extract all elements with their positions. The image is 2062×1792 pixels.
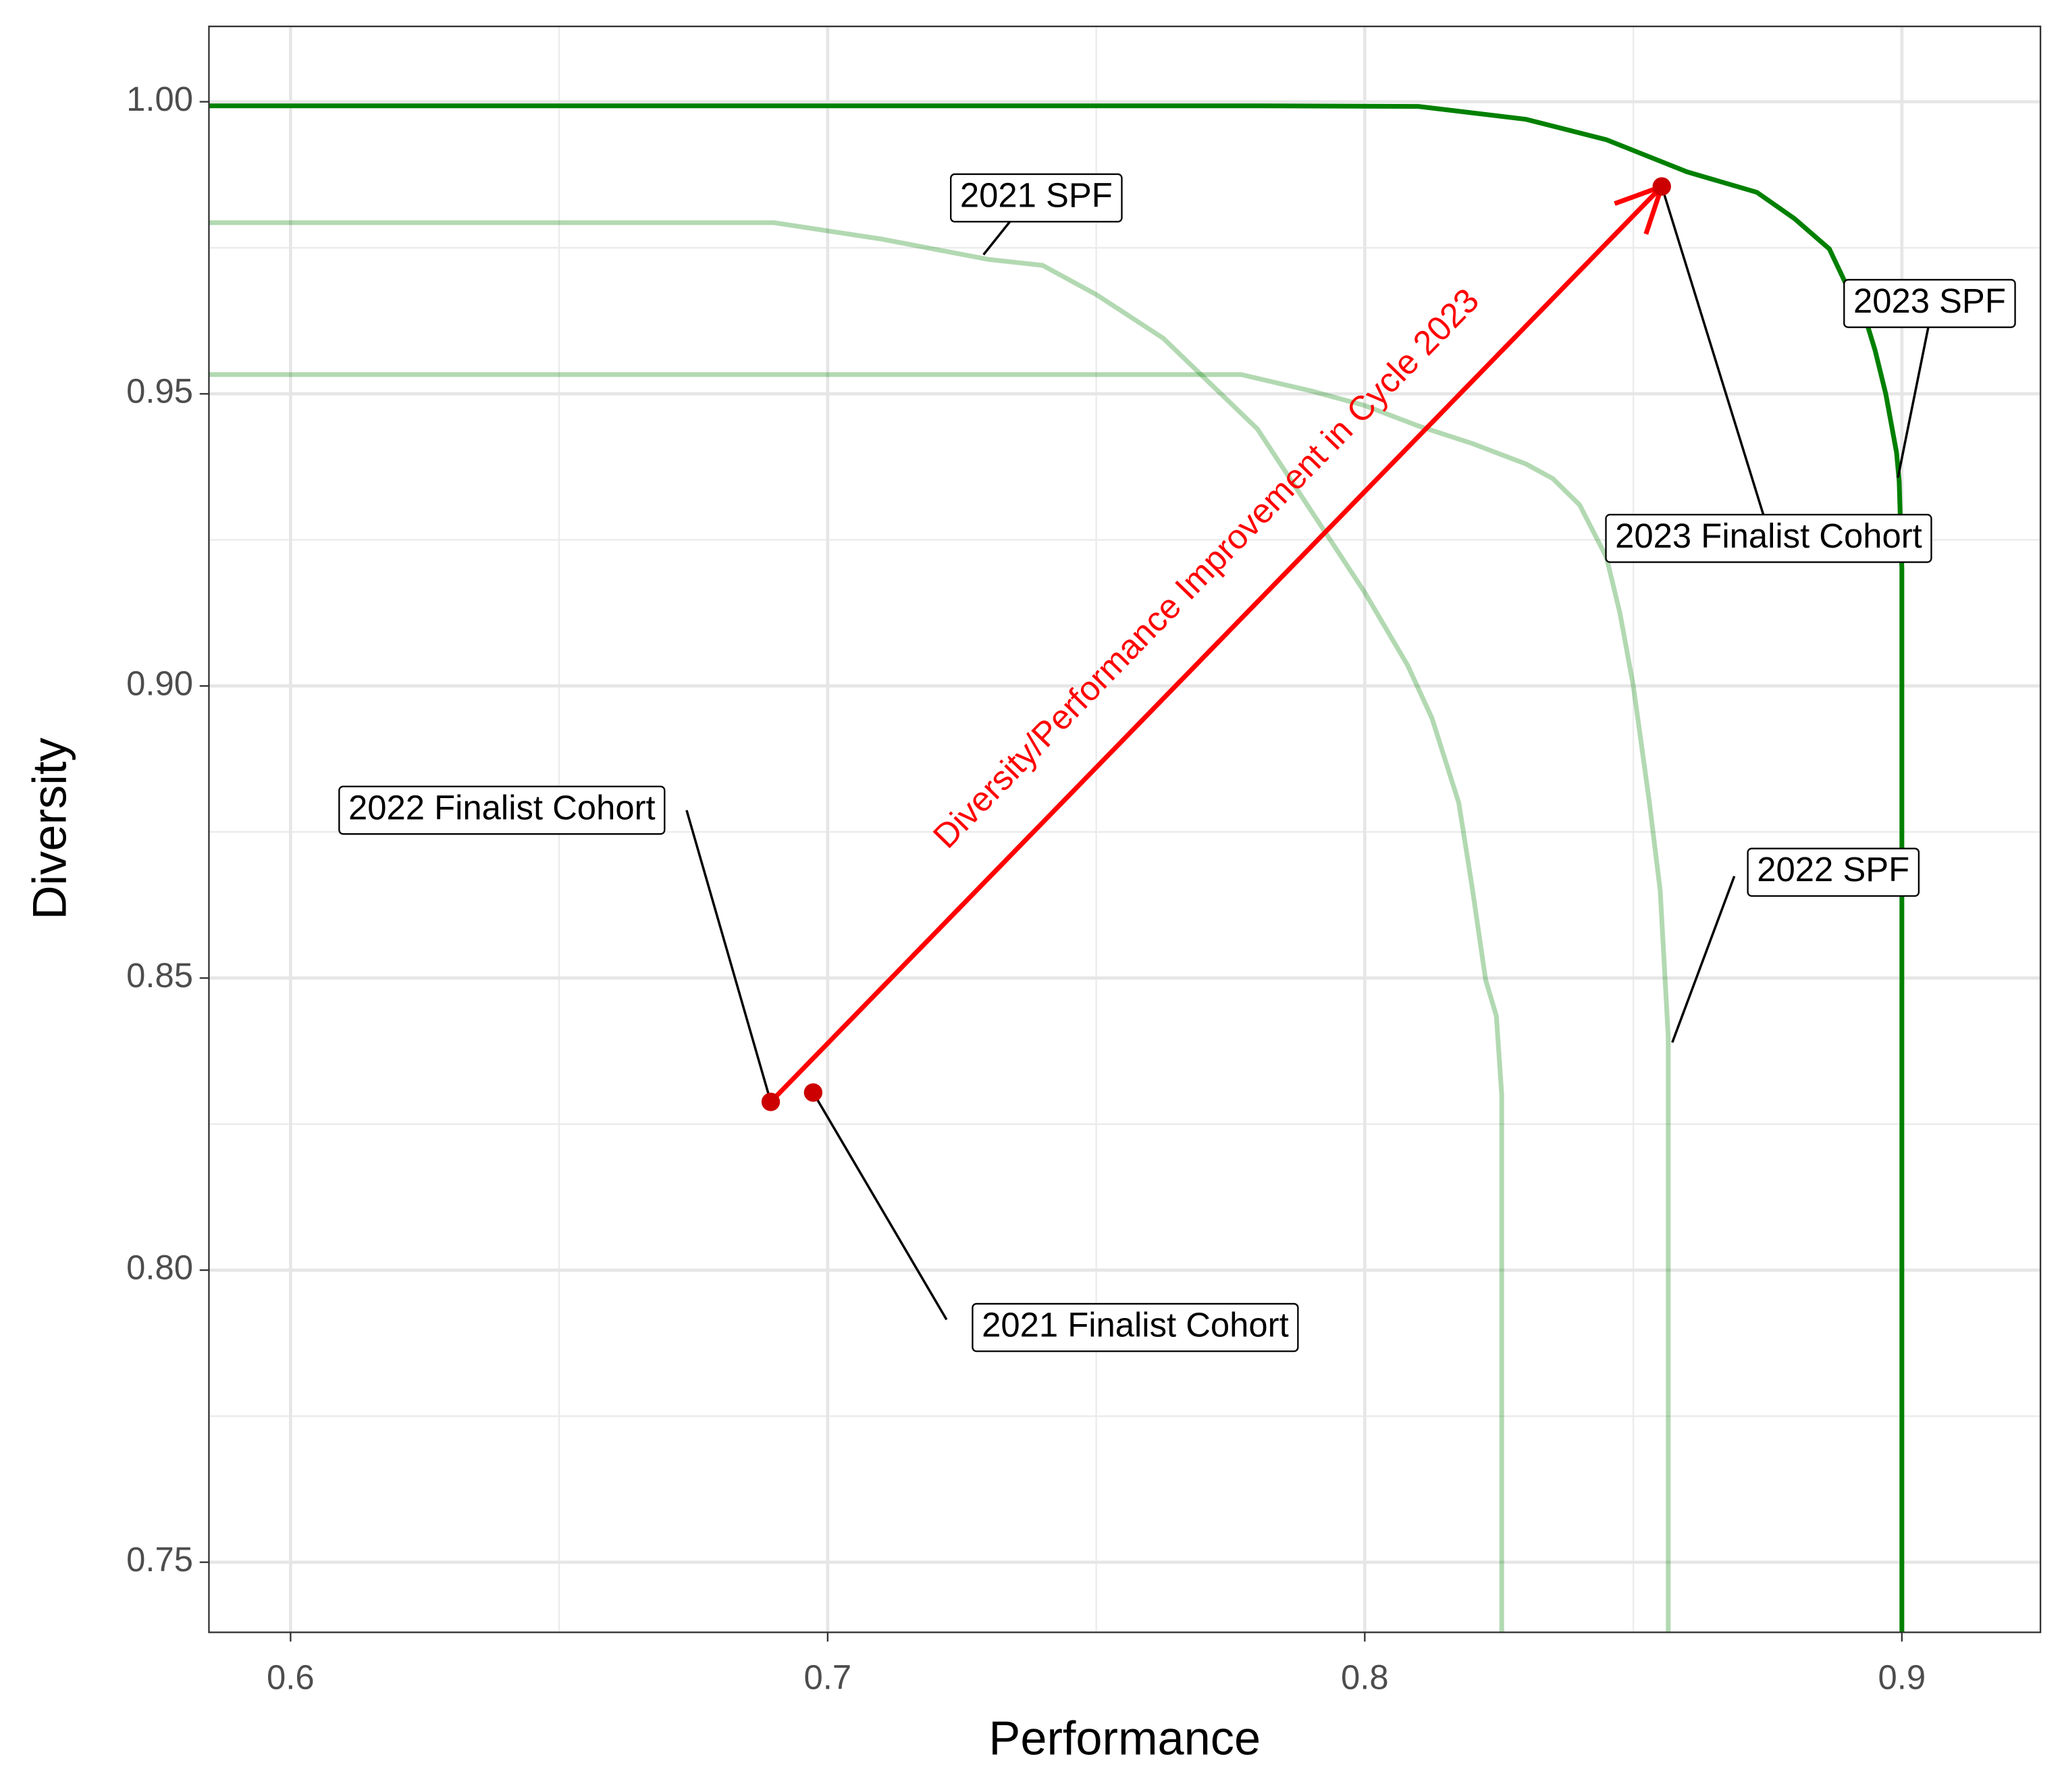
frontier-line	[209, 220, 1504, 1633]
y-tick-label: 0.75	[126, 1540, 193, 1579]
cohort-point	[761, 1092, 781, 1111]
leader-line	[982, 221, 1011, 256]
leader-line	[812, 1092, 948, 1321]
x-axis-title: Performance	[988, 1711, 1261, 1764]
label-box	[338, 785, 666, 835]
grid	[209, 26, 2041, 1633]
label-text: 2021 SPF	[960, 176, 1113, 215]
leader-line	[685, 810, 772, 1103]
x-tick-label: 0.9	[1878, 1658, 1926, 1696]
label-box	[1843, 279, 2016, 328]
leader-line	[1671, 876, 1736, 1043]
label-text: 2023 Finalist Cohort	[1615, 517, 1922, 555]
y-tick-label: 1.00	[126, 80, 193, 118]
label-text: 2022 SPF	[1757, 850, 1909, 889]
axes: 0.6 0.7 0.8 0.9 0.75 0.80 0.85 0.90 0.95 1.00	[126, 80, 1926, 1696]
y-tick-label: 0.95	[126, 372, 193, 411]
frontier-line	[209, 372, 1671, 1633]
label-box	[1747, 847, 1920, 897]
label-box	[950, 173, 1123, 223]
label-box	[1605, 514, 1932, 563]
leader-line	[1660, 186, 1765, 515]
y-tick-label: 0.85	[126, 956, 193, 995]
lines	[209, 103, 1905, 1633]
x-tick-label: 0.8	[1341, 1658, 1389, 1696]
frontier-line	[209, 103, 1905, 1633]
y-tick-label: 0.80	[126, 1248, 193, 1287]
arrow-shaft	[769, 184, 1664, 1104]
y-axis-title: Diversity	[22, 737, 76, 920]
cohort-point	[1652, 177, 1671, 196]
cohort-point	[803, 1083, 823, 1102]
x-tick-label: 0.6	[267, 1658, 315, 1696]
label-text: 2021 Finalist Cohort	[982, 1305, 1289, 1344]
label-box	[972, 1302, 1299, 1352]
label-text: 2022 Finalist Cohort	[348, 788, 656, 826]
label-text: 2023 SPF	[1853, 282, 2006, 320]
plot-border	[208, 25, 2042, 1633]
y-tick-label: 0.90	[126, 664, 193, 702]
x-tick-label: 0.7	[804, 1658, 852, 1696]
leader-line	[1897, 327, 1930, 478]
